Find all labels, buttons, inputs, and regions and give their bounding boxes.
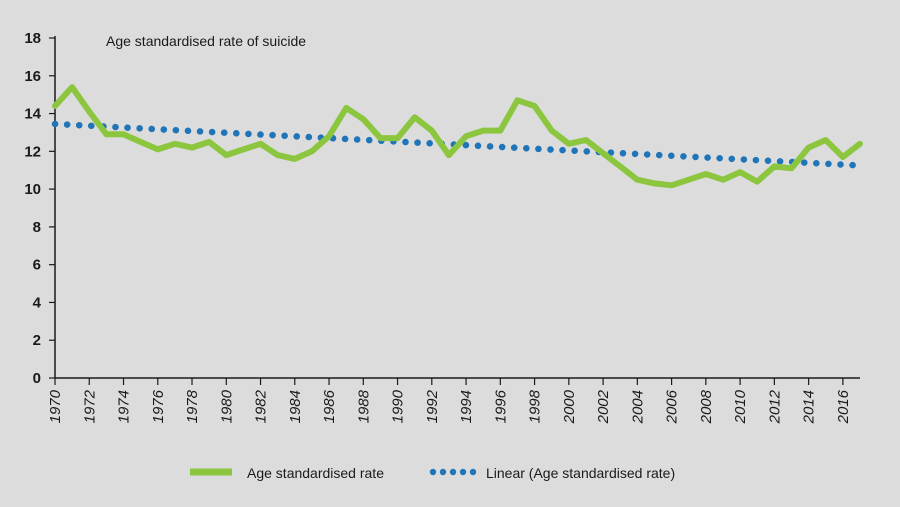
x-tick-label: 2000	[561, 389, 578, 424]
x-tick-label: 2008	[698, 389, 715, 424]
legend-dot	[469, 468, 477, 476]
x-tick-label: 1976	[150, 389, 167, 423]
legend-dot	[459, 468, 467, 476]
series-line-age-standardised-rate	[52, 84, 863, 189]
chart-annotation: Age standardised rate of suicide	[106, 33, 306, 49]
axes	[54, 36, 860, 379]
y-tick-label: 4	[33, 294, 42, 311]
series	[51, 84, 864, 189]
y-tick-label: 12	[24, 143, 41, 160]
legend-dot	[439, 468, 447, 476]
x-tick-label: 1992	[424, 389, 441, 423]
y-tick-label: 2	[33, 332, 41, 349]
x-tick-label: 1980	[218, 389, 235, 423]
legend-label-rate: Age standardised rate	[247, 465, 384, 481]
x-tick-label: 1970	[47, 389, 64, 423]
x-tick-label: 1978	[184, 389, 201, 423]
series-line-linear-trend	[51, 120, 864, 169]
x-tick-label: 1986	[321, 389, 338, 423]
x-tick-label: 1972	[81, 389, 98, 423]
y-tick-label: 10	[24, 181, 41, 198]
x-tick-label: 1994	[458, 390, 475, 423]
x-axis-ticks: 1970 1972 1974 1976 1978 1980 1982 1984 1986 1988…	[47, 378, 852, 424]
y-tick-label: 8	[33, 219, 41, 236]
y-axis-ticks: 0 2 4 6 8 10 12 14 16 18	[24, 30, 55, 387]
x-tick-label: 2012	[766, 389, 783, 424]
x-tick-label: 2014	[801, 390, 818, 424]
y-tick-label: 6	[33, 257, 41, 274]
x-tick-label: 1982	[253, 389, 270, 423]
x-tick-label: 1988	[355, 389, 372, 423]
x-tick-label: 1984	[287, 390, 304, 423]
x-tick-label: 1974	[116, 390, 133, 423]
x-tick-label: 2006	[664, 389, 681, 424]
legend-dot	[449, 468, 457, 476]
legend-dot	[429, 468, 437, 476]
legend: Age standardised rate Linear (Age standa…	[190, 465, 675, 481]
y-tick-label: 14	[24, 106, 41, 123]
y-tick-label: 18	[24, 30, 41, 47]
x-tick-label: 1996	[492, 389, 509, 423]
legend-swatch-linear	[429, 468, 477, 476]
x-tick-label: 1998	[527, 389, 544, 423]
x-tick-label: 2010	[732, 389, 749, 424]
x-tick-label: 2002	[595, 389, 612, 424]
legend-label-linear: Linear (Age standardised rate)	[486, 465, 675, 481]
y-tick-label: 16	[24, 68, 41, 85]
x-tick-label: 1990	[390, 389, 407, 423]
y-tick-label: 0	[33, 370, 41, 387]
x-tick-label: 2016	[835, 389, 852, 424]
x-tick-label: 2004	[629, 390, 646, 424]
